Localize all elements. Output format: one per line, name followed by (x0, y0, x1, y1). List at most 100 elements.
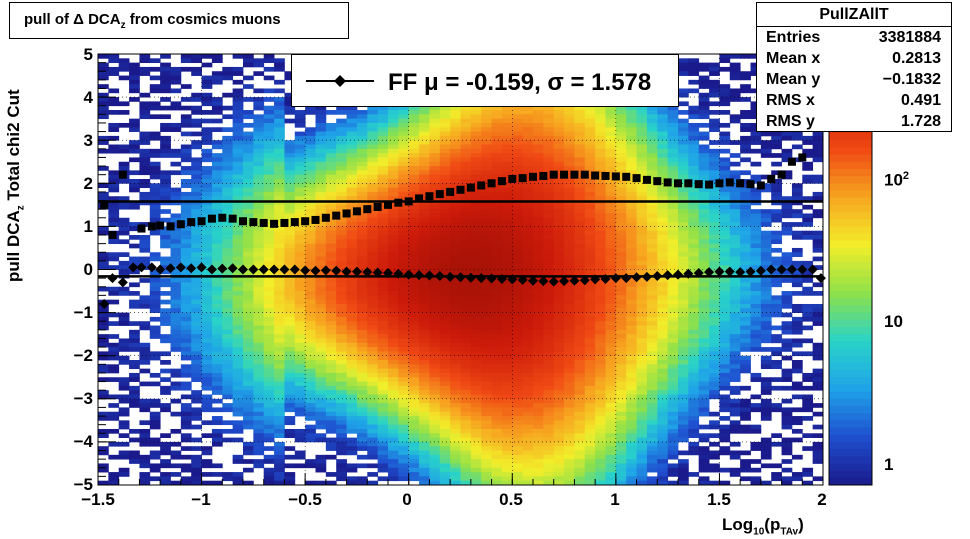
y-tick-label: −3 (73, 389, 93, 408)
sigma-marker (187, 218, 196, 227)
stats-value: −0.1832 (882, 71, 941, 88)
y-tick-label: 4 (83, 88, 93, 107)
x-tick-label: −0.5 (288, 490, 322, 509)
palette-band (829, 463, 872, 472)
palette-band (829, 470, 872, 479)
sigma-marker (394, 198, 403, 207)
mean-marker (146, 262, 157, 273)
mean-marker (424, 270, 435, 281)
color-tick-label: 102 (884, 170, 910, 190)
sigma-marker (435, 190, 444, 199)
mean-marker (641, 271, 652, 282)
sigma-marker (497, 177, 506, 186)
mean-marker (538, 276, 549, 287)
mean-marker (107, 273, 118, 284)
x-tick-label: 0 (402, 490, 412, 509)
sigma-marker (601, 171, 610, 180)
palette-band (829, 183, 872, 191)
sigma-marker (580, 170, 589, 179)
sigma-marker (705, 180, 714, 189)
mean-marker (652, 270, 663, 281)
palette-band (829, 477, 872, 486)
mean-marker (414, 270, 425, 281)
sigma-marker (270, 219, 279, 228)
palette-band (829, 233, 872, 242)
mean-marker (403, 269, 414, 280)
palette-band (829, 398, 872, 407)
mean-marker (755, 265, 766, 276)
y-tick-label: 3 (83, 131, 93, 150)
sigma-marker (118, 170, 127, 179)
palette-band (829, 370, 872, 378)
color-tick-label: 10 (884, 312, 903, 331)
palette-band (829, 255, 872, 263)
mean-marker (548, 276, 559, 287)
palette-band (829, 434, 872, 443)
sigma-marker (311, 215, 320, 224)
sigma-marker (373, 203, 382, 212)
palette-band (829, 420, 872, 429)
sigma-marker (108, 231, 117, 240)
mean-marker (766, 264, 777, 275)
palette-band (829, 133, 872, 141)
y-tick-label: −2 (73, 346, 93, 365)
x-tick-label: 1.5 (707, 490, 731, 509)
mean-marker (383, 267, 393, 278)
mean-marker (175, 262, 186, 273)
mean-marker (362, 267, 373, 278)
stats-value: 1.728 (900, 113, 941, 130)
title-post: from cosmics muons (125, 11, 281, 28)
sigma-marker (415, 194, 424, 203)
palette-band (829, 305, 872, 314)
stats-value: 3381884 (878, 29, 941, 46)
heatmap-cells (98, 54, 824, 486)
y-tick-label: −1 (73, 303, 93, 322)
mean-marker (815, 273, 826, 284)
palette-band (829, 240, 872, 249)
mean-marker (776, 264, 787, 275)
mean-marker (528, 275, 538, 286)
sigma-marker (156, 221, 165, 230)
mean-marker (279, 264, 290, 275)
sigma-marker (166, 222, 175, 231)
sigma-marker (176, 220, 185, 229)
palette-band (829, 405, 872, 414)
sigma-marker (529, 172, 537, 181)
sigma-marker (622, 172, 631, 181)
mean-marker (269, 264, 280, 275)
palette-band (829, 362, 872, 371)
mean-marker (196, 262, 207, 273)
data-markers (99, 123, 826, 309)
mean-marker (486, 273, 497, 284)
axis-ticks (97, 53, 824, 486)
sigma-marker (477, 181, 486, 190)
stats-row-rmsx: RMS x 0.491 (766, 92, 941, 113)
mean-marker (476, 273, 487, 284)
fit-legend: FF μ = -0.159, σ = 1.578 (291, 54, 679, 107)
palette-band (829, 298, 872, 306)
mean-marker (289, 264, 300, 275)
mean-marker (331, 265, 342, 276)
mean-marker (517, 274, 528, 285)
mean-marker (496, 273, 507, 284)
mean-marker (683, 268, 694, 279)
legend-marker-line (306, 75, 374, 87)
palette-band (829, 391, 872, 400)
sigma-marker (363, 205, 372, 214)
mean-marker (165, 263, 176, 274)
stats-row-meany: Mean y −0.1832 (766, 71, 941, 92)
sigma-marker (611, 172, 620, 181)
palette-band (829, 291, 872, 299)
sigma-marker (259, 218, 268, 227)
palette-band (829, 212, 872, 220)
mean-marker (786, 264, 797, 275)
y-tick-label: 2 (83, 174, 93, 193)
palette-band (829, 147, 872, 156)
sigma-marker (642, 175, 651, 184)
stats-row-rmsy: RMS y 1.728 (766, 113, 941, 134)
x-tick-label: −1 (191, 490, 211, 509)
x-tick-label: 0.5 (499, 490, 523, 509)
sigma-marker (321, 213, 330, 222)
mean-marker (807, 264, 818, 275)
